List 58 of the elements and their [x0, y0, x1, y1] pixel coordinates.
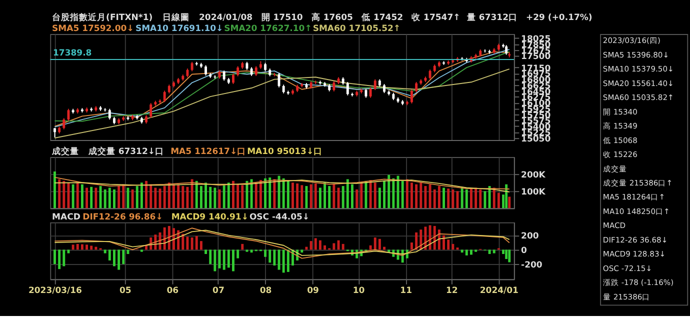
text: SMA60 15035.82↑	[602, 93, 674, 102]
text: 低 15068	[602, 136, 638, 145]
y-tick-label: 15050	[521, 134, 551, 144]
text: 成交量 67312↓口	[87, 146, 164, 158]
text: MACD9 128.83↓	[602, 250, 666, 259]
text: 成交量	[602, 164, 627, 174]
x-tick-label: 08	[260, 286, 272, 296]
text: 成交量 215386口↑	[602, 178, 673, 188]
series-label: DIF12-26 96.86↓	[82, 212, 163, 223]
x-tick-label: 10	[352, 286, 365, 296]
chart-title: 台股指數近月(FITXN*1)	[52, 12, 153, 23]
text: SMA60 17105.52↑	[312, 24, 401, 34]
text: DIF12-26 36.68↓	[602, 235, 668, 244]
text: OSC -72.15↓	[602, 264, 652, 273]
x-tick-label: 12	[446, 286, 458, 296]
text: 漲跌 -178 (-1.16%)	[602, 278, 674, 288]
text: MA10 148250口↑	[602, 206, 670, 216]
x-tick-label: 06	[166, 286, 179, 296]
text: SMA10 15379.50↓	[602, 64, 674, 74]
text: SMA20 17627.10↑	[224, 24, 312, 34]
text: 日線圖	[162, 12, 190, 23]
y-tick-label: 200	[521, 232, 539, 242]
x-tick-label: 2023/03/16	[28, 286, 82, 296]
series-label: OSC -44.05↓	[249, 212, 310, 223]
x-tick-label: 05	[119, 286, 132, 296]
text: SMA20 15561.40↓	[602, 78, 674, 88]
text: 量 67312口	[466, 12, 518, 23]
text: SMA5 15396.80↓	[602, 50, 670, 60]
text: 量 215386口	[602, 292, 650, 302]
text: MA10 95013↓口	[247, 147, 323, 158]
text: SMA10 17691.10↓	[135, 24, 224, 34]
text: 2024/01/08	[199, 12, 253, 23]
series-label: MACD9 140.91↓	[171, 212, 248, 223]
x-tick-label: 09	[307, 286, 320, 296]
chart-title: 成交量	[51, 146, 80, 158]
text: 低 17452	[360, 12, 404, 23]
x-tick-label: 07	[212, 286, 224, 296]
text: 2023/03/16(四)	[602, 36, 660, 46]
text: 收 17547↑	[412, 12, 460, 23]
x-tick-label: 2024/01	[480, 286, 519, 296]
y-tick-label: 0	[521, 246, 528, 256]
text: +29 (+0.17%)	[526, 12, 592, 23]
y-tick-label: 200K	[521, 170, 546, 180]
text: 開 17510	[261, 12, 303, 23]
text: 開 15340	[602, 107, 638, 116]
text: SMA5 17592.00↓	[52, 24, 134, 34]
text: MA5 112617↓口	[170, 147, 246, 158]
y-tick-label: 17500	[521, 52, 551, 62]
x-tick-label: 11	[400, 286, 412, 296]
text: 高 15349	[602, 122, 638, 131]
ref-line-label: 17389.8	[53, 48, 92, 59]
y-tick-label: -200	[521, 260, 542, 270]
text: MACD	[602, 221, 626, 230]
text: MA5 181264口↑	[602, 192, 666, 202]
chart-title: MACD	[52, 212, 80, 223]
text: 收 15226	[602, 150, 638, 160]
y-tick-label: 100K	[521, 187, 546, 198]
text: 高 17605	[311, 12, 354, 23]
